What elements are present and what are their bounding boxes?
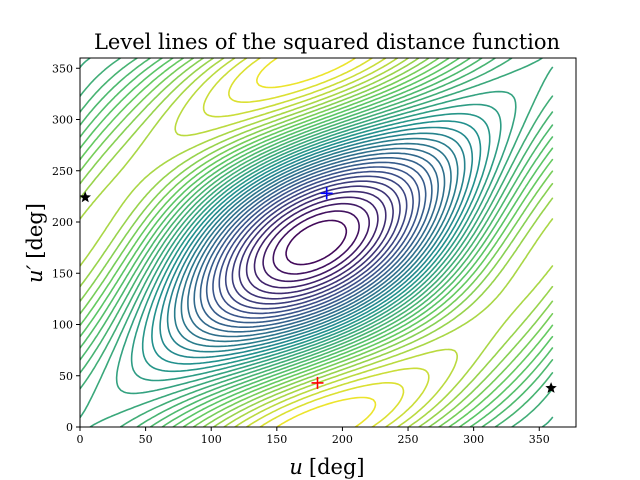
x-tick-label: 100: [201, 433, 222, 446]
contour-level: [80, 58, 554, 427]
x-tick-label: 300: [463, 433, 484, 446]
contour-level: [151, 120, 482, 365]
contour-level: [228, 58, 405, 427]
x-tick-label: 250: [398, 433, 419, 446]
contour-level: [115, 90, 517, 395]
y-axis-ticks: 0 50 100 150 200 250 300 350: [52, 62, 80, 434]
plot-frame: [79, 57, 577, 428]
y-axis-unit: [deg]: [23, 203, 47, 259]
contour-level: [231, 180, 401, 305]
x-tick-label: 350: [529, 433, 550, 446]
y-axis-symbol: u′: [23, 264, 47, 283]
x-axis-unit: [deg]: [309, 455, 365, 479]
contour-level: [224, 175, 408, 310]
contour-level: [180, 142, 452, 343]
markers: [79, 187, 557, 393]
contour-level: [80, 58, 554, 427]
x-tick-label: 200: [332, 433, 353, 446]
y-axis-label: u′ [deg]: [23, 203, 47, 283]
y-tick-label: 350: [52, 62, 73, 75]
contour-level: [187, 147, 446, 338]
contour-level: [199, 157, 433, 328]
y-tick-label: 50: [59, 370, 73, 383]
contour-level: [272, 210, 360, 275]
star-left-marker: [79, 191, 91, 203]
x-axis-label: u [deg]: [289, 455, 364, 479]
contour-level: [80, 58, 554, 427]
x-tick-label: 0: [77, 433, 84, 446]
contour-level: [193, 152, 439, 333]
y-tick-label: 100: [52, 319, 73, 332]
blue-plus-marker: [320, 187, 333, 200]
star-right-marker: [545, 382, 557, 393]
contour-level: [173, 137, 459, 348]
x-tick-label: 150: [266, 433, 287, 446]
contour-level: [80, 58, 554, 427]
contour-level: [80, 58, 554, 427]
contour-level: [238, 185, 394, 300]
contour-level: [262, 202, 370, 283]
contour-level: [174, 58, 458, 427]
contour-level: [141, 112, 491, 373]
y-tick-label: 250: [52, 165, 73, 178]
y-tick-label: 200: [52, 216, 73, 229]
x-axis-symbol: u: [289, 455, 303, 479]
contour-level: [130, 103, 502, 382]
red-plus-marker: [311, 376, 324, 389]
chart-title: Level lines of the squared distance func…: [94, 30, 560, 54]
contour-level: [212, 166, 421, 319]
contour-level: [80, 58, 554, 427]
contour-level: [218, 170, 414, 315]
y-tick-label: 150: [52, 267, 73, 280]
x-tick-label: 50: [139, 433, 153, 446]
contour-level: [205, 161, 427, 324]
y-tick-label: 300: [52, 114, 73, 127]
contour-level: [159, 126, 474, 359]
contour-level: [253, 196, 379, 289]
x-axis-ticks: 0 50 100 150 200 250 300 350: [77, 427, 550, 446]
contour-level: [245, 190, 387, 295]
y-tick-label: 0: [66, 421, 73, 434]
contour-lines: [80, 58, 554, 427]
contour-level: [166, 132, 466, 353]
contour-level: [285, 219, 348, 266]
contour-level: [80, 58, 554, 427]
